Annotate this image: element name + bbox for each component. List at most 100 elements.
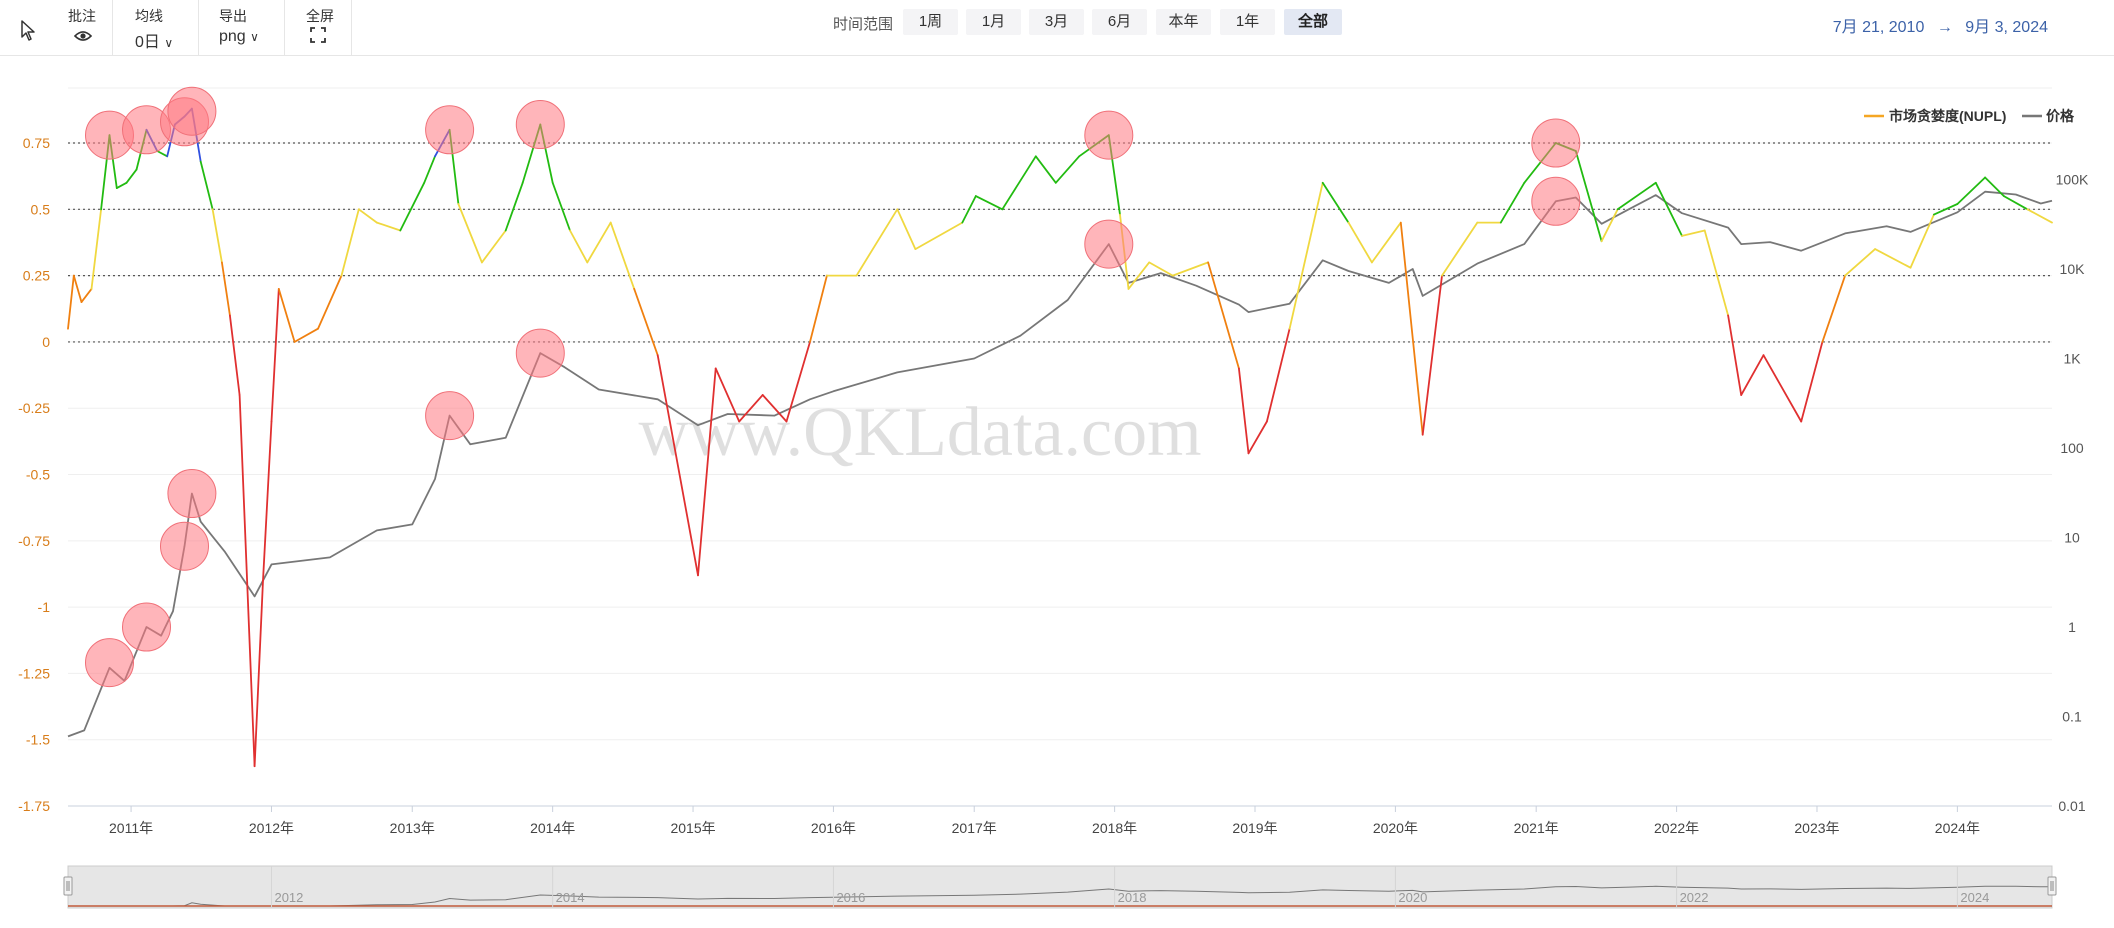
x-tick-label: 2015年 xyxy=(670,820,715,836)
x-tick-label: 2023年 xyxy=(1794,820,1839,836)
nupl-segment xyxy=(1909,213,1935,269)
nupl-segment xyxy=(357,208,378,224)
pointer-cursor-icon[interactable] xyxy=(20,20,36,42)
highlight-markers xyxy=(85,86,1581,688)
price-line xyxy=(67,190,2053,738)
nupl-segment xyxy=(738,394,764,423)
nupl-segment xyxy=(1762,354,1803,423)
date-arrow: → xyxy=(1936,19,1953,36)
date-range[interactable]: 7月 21, 2010 → 9月 3, 2024 xyxy=(1833,13,2048,37)
navigator-handle-right[interactable] xyxy=(2047,876,2057,896)
export-tool[interactable]: 导出 png ∨ xyxy=(200,0,285,55)
fullscreen-icon xyxy=(310,27,326,43)
y-right-tick-label: 0.1 xyxy=(2062,709,2082,725)
nupl-segment xyxy=(609,221,636,290)
x-tick-label: 2024年 xyxy=(1935,820,1980,836)
toolbar: 批注 均线 0日 ∨ 导出 png ∨ 全屏 时间范围 1周 1月 3月 6月 … xyxy=(0,0,2114,56)
x-tick-label: 2019年 xyxy=(1232,820,1277,836)
y-left-tick-label: 0 xyxy=(42,334,50,350)
x-axis: 2011年 2012年 2013年 2014年 2015年 2016年 2017年 2018年… xyxy=(109,806,1980,836)
nupl-segment xyxy=(1207,261,1240,370)
nupl-segment xyxy=(1874,248,1912,269)
highlight-circle xyxy=(1084,110,1134,160)
legend-label-price: 价格 xyxy=(2046,108,2075,124)
nupl-segment xyxy=(697,367,717,577)
range-1w-button[interactable]: 1周 xyxy=(903,9,958,35)
nupl-segment xyxy=(228,314,241,396)
y-left-tick-label: -1.75 xyxy=(18,798,50,814)
nupl-segment xyxy=(1740,354,1765,396)
nupl-segment xyxy=(238,394,256,768)
highlight-circle xyxy=(425,391,475,441)
nupl-segment xyxy=(1654,181,1683,237)
nupl-segment xyxy=(156,150,169,158)
nupl-segment xyxy=(1127,261,1151,290)
nupl-segment xyxy=(375,221,402,232)
price-series xyxy=(67,190,2053,738)
y-left-tick-label: 0.5 xyxy=(31,201,51,217)
ma-label: 均线 xyxy=(135,8,163,24)
nupl-segment xyxy=(569,229,589,264)
nupl-segment xyxy=(220,261,231,317)
y-left-tick-label: -1.5 xyxy=(26,732,50,748)
ma-tool[interactable]: 均线 0日 ∨ xyxy=(118,0,199,55)
x-tick-label: 2022年 xyxy=(1654,820,1699,836)
nupl-segment xyxy=(714,367,741,423)
nupl-segment xyxy=(1238,367,1250,455)
navigator-handle-left[interactable] xyxy=(63,876,73,896)
nupl-segment xyxy=(504,181,524,232)
nupl-segment xyxy=(551,181,571,232)
nupl-segment xyxy=(1171,261,1209,277)
y-left-tick-label: -1.25 xyxy=(18,665,50,681)
y-right-tick-label: 1 xyxy=(2068,619,2076,635)
nupl-segment xyxy=(1574,150,1603,243)
highlight-circle xyxy=(160,521,209,571)
nupl-segment xyxy=(1347,221,1373,264)
nupl-segment xyxy=(2026,208,2053,224)
x-tick-label: 2013年 xyxy=(390,820,435,836)
range-1m-button[interactable]: 1月 xyxy=(966,9,1021,35)
navigator[interactable]: 2012 2014 2016 2018 2020 2022 2024 xyxy=(63,865,2057,909)
x-tick-label: 2020年 xyxy=(1373,820,1418,836)
navigator-tick-label: 2016 xyxy=(836,890,865,905)
y-axis-left: 0.75 0.5 0.25 0 -0.25 -0.5 -0.75 -1 -1.25 -1.5 -1.… xyxy=(18,135,50,814)
nupl-segment xyxy=(90,208,102,290)
nupl-segment xyxy=(1288,181,1324,330)
nupl-segment xyxy=(317,274,343,330)
nupl-segment xyxy=(785,340,811,423)
highlight-circle xyxy=(1531,176,1581,226)
y-left-tick-label: -0.5 xyxy=(26,467,50,483)
nupl-segment xyxy=(211,208,223,264)
x-tick-label: 2011年 xyxy=(109,820,153,836)
y-right-tick-label: 100K xyxy=(2056,172,2089,188)
nupl-segment xyxy=(125,168,138,184)
nupl-segment xyxy=(761,394,788,423)
fullscreen-tool[interactable]: 全屏 xyxy=(286,0,352,55)
range-all-button[interactable]: 全部 xyxy=(1284,9,1342,35)
nupl-segment xyxy=(262,420,273,582)
nupl-segment xyxy=(1034,155,1057,184)
y-right-tick-label: 100 xyxy=(2060,440,2084,456)
navigator-tick-label: 2014 xyxy=(556,890,585,905)
x-tick-label: 2012年 xyxy=(249,820,294,836)
nupl-segment xyxy=(586,221,612,264)
range-ytd-button[interactable]: 本年 xyxy=(1156,9,1211,35)
nupl-segment xyxy=(253,579,264,768)
y-left-tick-label: -0.25 xyxy=(18,400,50,416)
nupl-segment xyxy=(277,287,296,343)
nupl-segment xyxy=(896,208,917,251)
range-6m-button[interactable]: 6月 xyxy=(1092,9,1147,35)
chevron-down-icon: ∨ xyxy=(250,30,259,44)
legend: 市场贪婪度(NUPL) 价格 xyxy=(1864,108,2075,124)
nupl-segment xyxy=(1800,340,1824,423)
range-3m-button[interactable]: 3月 xyxy=(1029,9,1084,35)
nupl-segment xyxy=(961,195,977,224)
annotate-tool[interactable]: 批注 xyxy=(52,0,113,55)
highlight-circle xyxy=(515,100,565,149)
range-1y-button[interactable]: 1年 xyxy=(1220,9,1275,35)
navigator-tick-label: 2020 xyxy=(1398,890,1427,905)
navigator-tick-label: 2022 xyxy=(1680,890,1709,905)
nupl-segment xyxy=(293,327,319,343)
x-tick-label: 2017年 xyxy=(952,820,997,836)
eye-icon xyxy=(74,31,92,41)
